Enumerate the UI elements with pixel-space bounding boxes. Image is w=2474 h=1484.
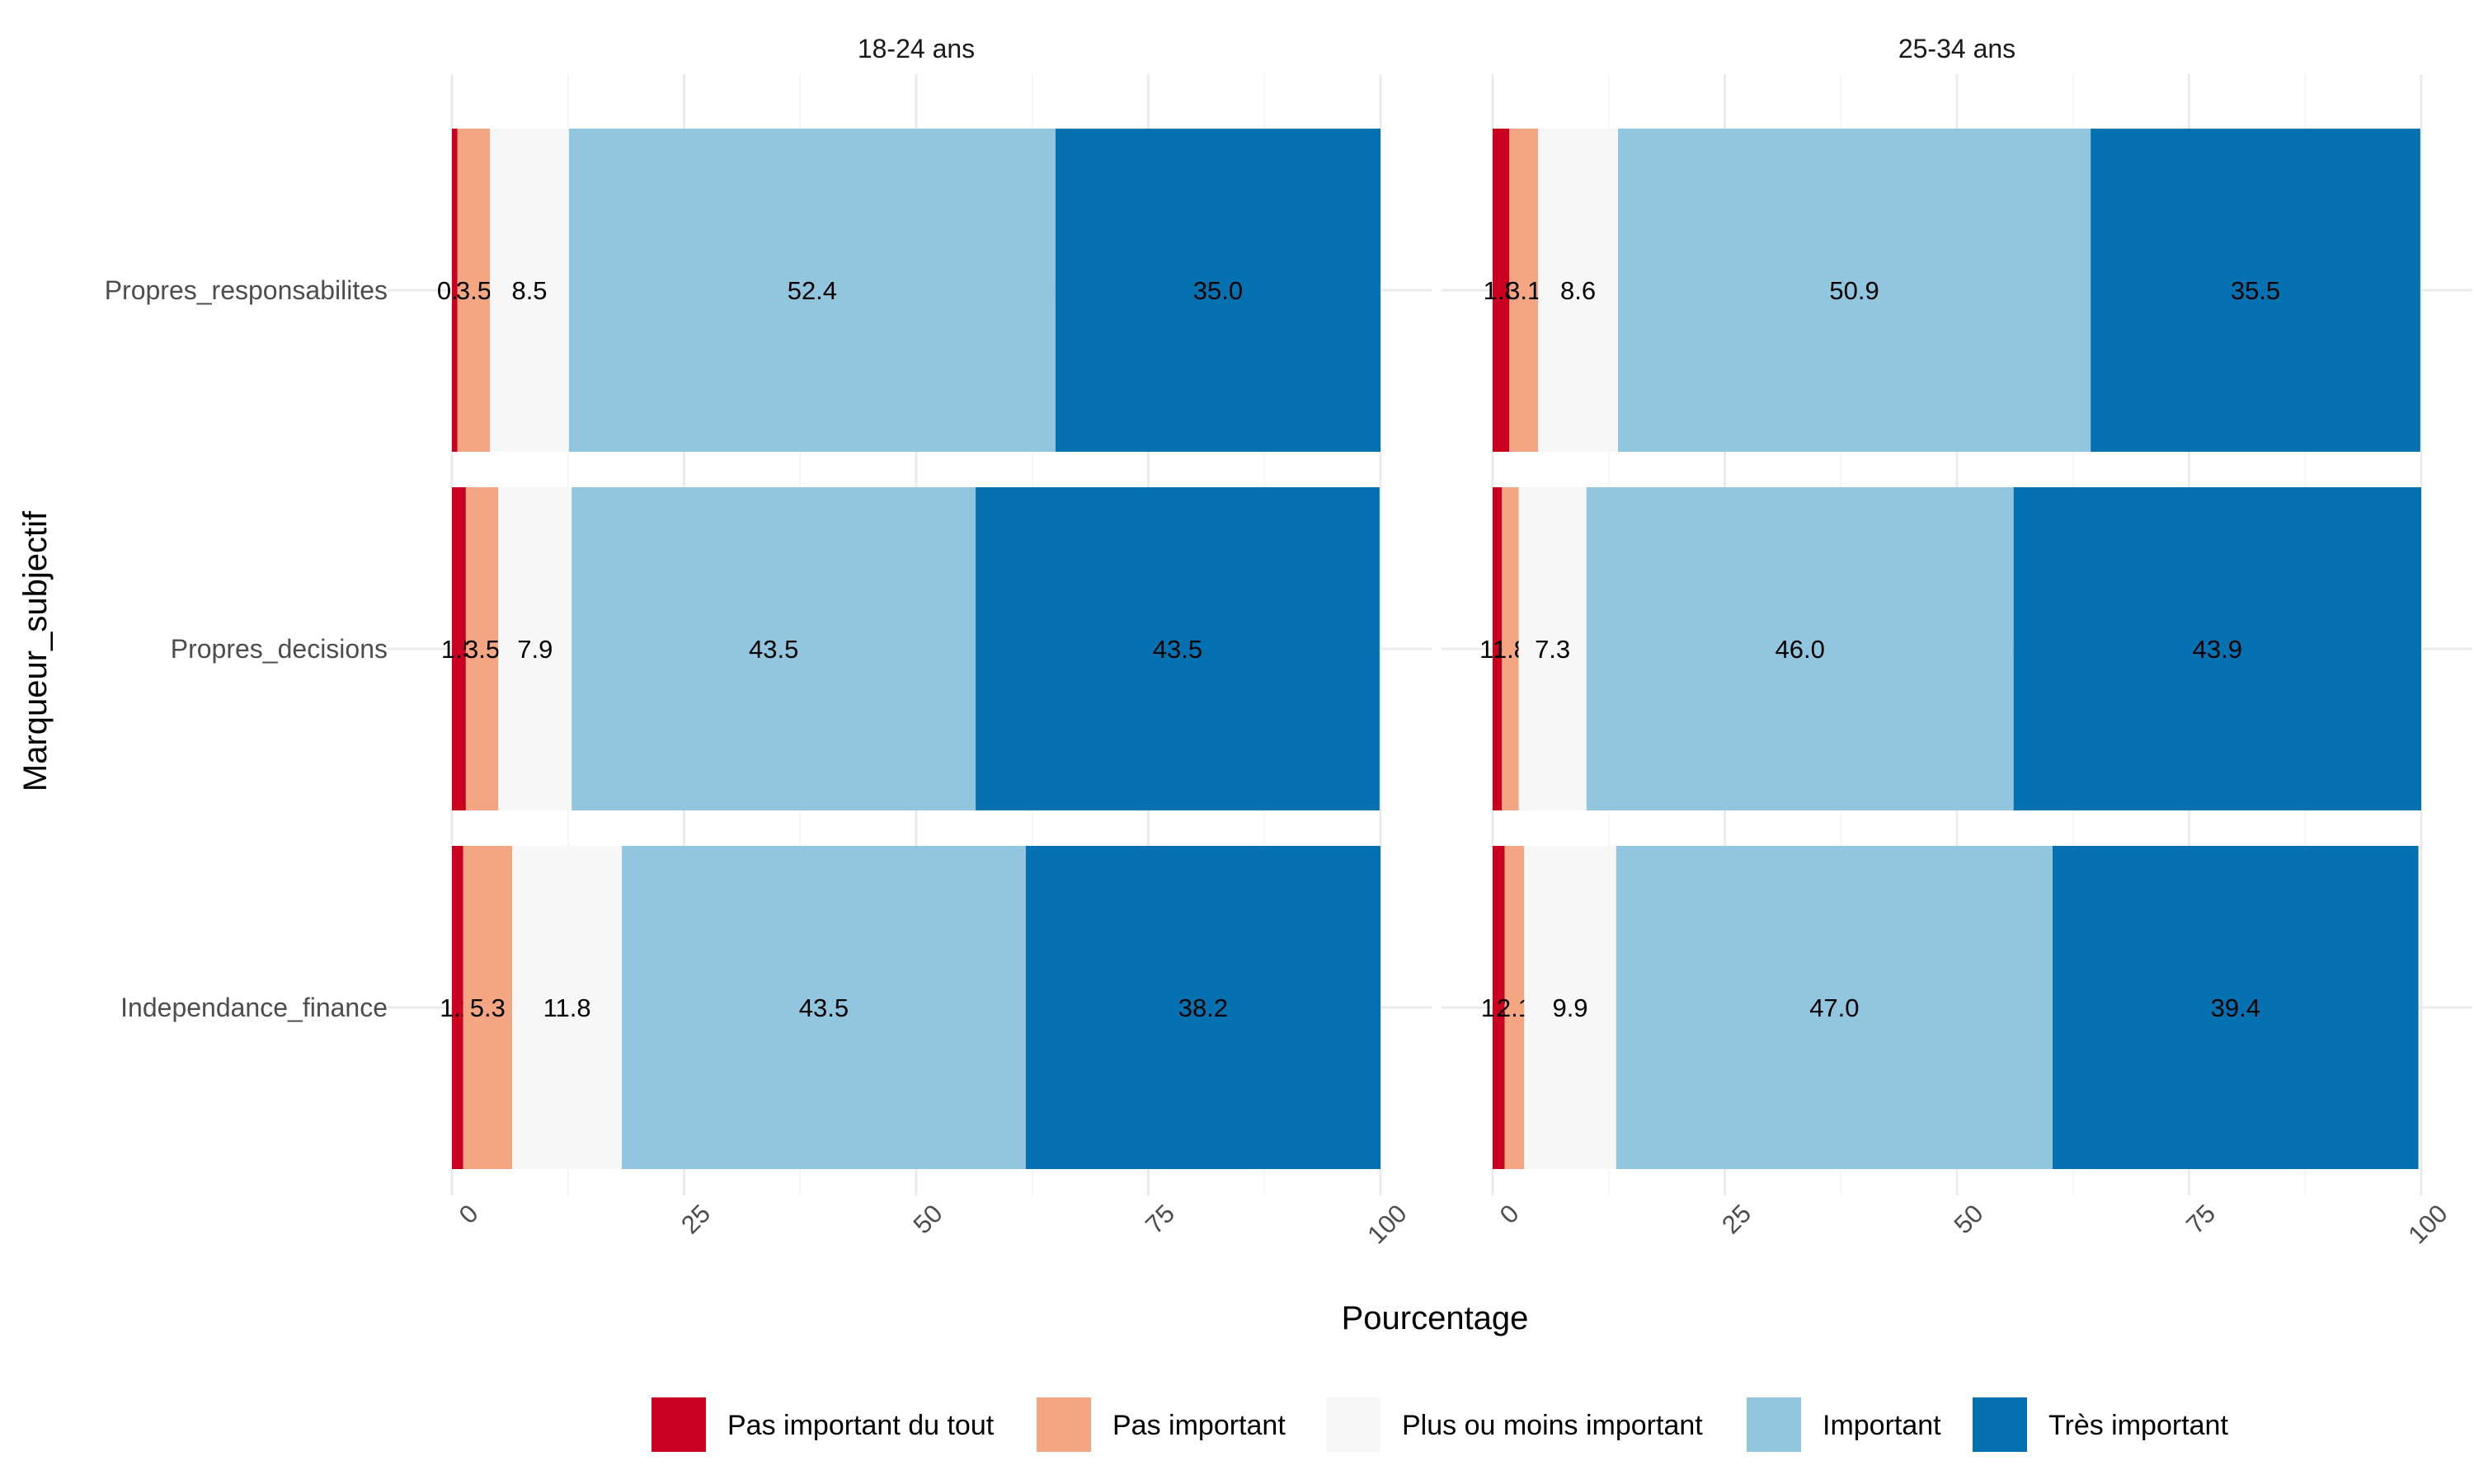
bar-segment xyxy=(1616,846,2053,1169)
bar-segment xyxy=(512,846,623,1169)
bar-value-label: 35.5 xyxy=(2231,276,2280,305)
bar-segment xyxy=(1502,487,1519,810)
bar-value-label: 5.3 xyxy=(470,993,506,1022)
bar-value-label: 9.9 xyxy=(1552,993,1587,1022)
bar-value-label: 11.8 xyxy=(543,993,591,1022)
legend-item: Important xyxy=(1747,1397,1941,1452)
bar-segment xyxy=(1493,487,1503,810)
x-tick-label: 75 xyxy=(1140,1199,1180,1239)
bar-value-label: 7.3 xyxy=(1535,635,1570,664)
bar-segment xyxy=(452,846,463,1169)
panel-title: 25-34 ans xyxy=(1898,34,2015,63)
bar-value-label: 46.0 xyxy=(1776,635,1825,664)
x-tick-label: 75 xyxy=(2180,1199,2221,1239)
bar-value-label: 7.9 xyxy=(517,635,553,664)
bar-value-label: 43.5 xyxy=(799,993,849,1022)
legend-item: Pas important xyxy=(1037,1397,1286,1452)
bar-value-label: 52.4 xyxy=(788,276,837,305)
bar-segment xyxy=(571,487,976,810)
bar-segment xyxy=(568,129,1056,452)
legend-swatch xyxy=(1037,1397,1091,1452)
bar-segment xyxy=(1586,487,2014,810)
legend-label: Pas important xyxy=(1112,1410,1286,1441)
bar-segment xyxy=(2052,846,2419,1169)
bar-segment xyxy=(457,129,491,452)
bar-value-label: 8.6 xyxy=(1560,276,1596,305)
bar-segment xyxy=(2013,487,2421,810)
bar-segment xyxy=(498,487,572,810)
bar-value-label: 39.4 xyxy=(2211,993,2260,1022)
legend-item: Pas important du tout xyxy=(651,1397,995,1452)
x-axis-title: Pourcentage xyxy=(1342,1300,1529,1336)
x-tick-label: 25 xyxy=(675,1199,716,1239)
legend: Pas important du tout Pas important Plus o… xyxy=(651,1397,2228,1452)
bar-segment xyxy=(1055,129,1380,452)
bar-segment xyxy=(1504,846,1525,1169)
legend-label: Important xyxy=(1823,1410,1941,1441)
bar-segment xyxy=(1524,846,1616,1169)
legend-swatch xyxy=(1326,1397,1380,1452)
legend-swatch xyxy=(1973,1397,2027,1452)
x-tick-label: 100 xyxy=(2402,1199,2453,1249)
bar-value-label: 8.5 xyxy=(511,276,547,305)
bar-value-label: 43.5 xyxy=(749,635,798,664)
bar-value-label: 47.0 xyxy=(1809,993,1859,1022)
bar-segment xyxy=(622,846,1026,1169)
bar-segment xyxy=(1493,129,1510,452)
bar-value-label: 38.2 xyxy=(1178,993,1228,1022)
bar-value-label: 3.5 xyxy=(456,276,492,305)
y-axis-title: Marqueur_subjectif xyxy=(17,510,54,791)
legend-label: Plus ou moins important xyxy=(1402,1410,1703,1441)
bar-segment xyxy=(1493,846,1505,1169)
y-category-label: Propres_responsabilites xyxy=(105,275,388,305)
x-tick-label: 100 xyxy=(1362,1199,1412,1249)
bar-segment xyxy=(452,487,466,810)
bar-segment xyxy=(490,129,569,452)
bar-segment xyxy=(1518,487,1587,810)
y-category-label: Propres_decisions xyxy=(171,634,388,664)
bar-value-label: 35.0 xyxy=(1193,276,1243,305)
bar-segment xyxy=(463,846,513,1169)
bar-value-label: 43.9 xyxy=(2193,635,2242,664)
legend-item: Très important xyxy=(1973,1397,2228,1452)
bar-value-label: 3.5 xyxy=(464,635,500,664)
panel-title: 18-24 ans xyxy=(858,34,975,63)
bar-segment xyxy=(976,487,1380,810)
bar-value-label: 43.5 xyxy=(1153,635,1202,664)
y-axis: Propres_responsabilites Propres_decisions… xyxy=(105,275,406,1022)
x-tick-label: 0 xyxy=(1494,1199,1525,1229)
bar-segment xyxy=(1509,129,1539,452)
bar-segment xyxy=(2091,129,2420,452)
legend-label: Très important xyxy=(2048,1410,2228,1441)
legend-swatch xyxy=(651,1397,706,1452)
bar-segment xyxy=(1618,129,2091,452)
bar-value-label: 50.9 xyxy=(1829,276,1879,305)
legend-label: Pas important du tout xyxy=(727,1410,995,1441)
bar-segment xyxy=(1538,129,1619,452)
x-tick-label: 50 xyxy=(908,1199,948,1239)
bar-segment xyxy=(465,487,499,810)
y-category-label: Independance_finance xyxy=(120,993,388,1022)
bar-segment xyxy=(1025,846,1380,1169)
bar-segment xyxy=(452,129,458,452)
legend-swatch xyxy=(1747,1397,1801,1452)
legend-item: Plus ou moins important xyxy=(1326,1397,1703,1452)
x-tick-label: 25 xyxy=(1716,1199,1757,1239)
x-tick-label: 50 xyxy=(1949,1199,1989,1239)
x-tick-label: 0 xyxy=(454,1199,484,1229)
bar-value-label: 3.1 xyxy=(1506,276,1541,305)
